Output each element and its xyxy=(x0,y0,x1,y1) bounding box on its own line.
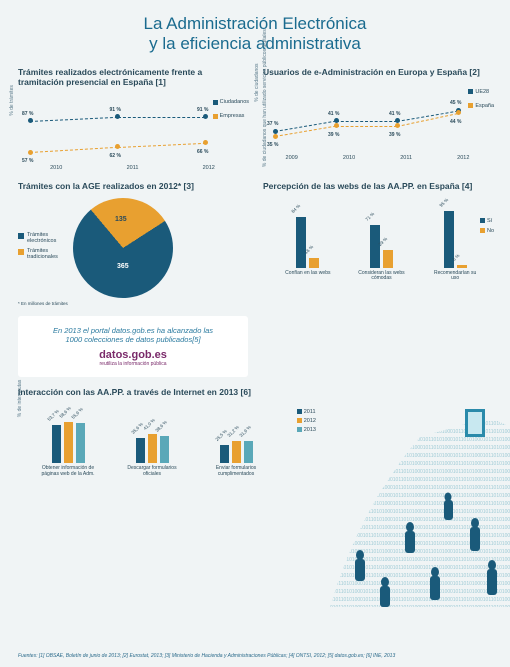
promo-logo: datos.gob.es xyxy=(32,349,234,361)
perception-legend: Sí No xyxy=(480,218,494,234)
chart1-ylabel: % de trámites xyxy=(9,86,15,117)
perception-title: Percepción de las webs de las AA.PP. en … xyxy=(263,181,492,191)
legend-swatch xyxy=(480,218,485,223)
interaction-ylabel: % de internautas xyxy=(17,380,23,418)
title-line-1: La Administración Electrónica xyxy=(143,14,366,33)
title-line-2: y la eficiencia administrativa xyxy=(149,34,361,53)
chart-usuarios: Usuarios de e-Administración en Europa y… xyxy=(263,67,492,171)
perception-bars: % de ciudadanos que han utilizado servic… xyxy=(263,198,492,268)
chart1-xlabels: 2010 2011 2012 xyxy=(18,165,247,171)
legend-swatch xyxy=(480,228,485,233)
interaction-section: Interacción con las AA.PP. a través de I… xyxy=(18,387,278,477)
interaction-categories: Obtener información de páginas web de la… xyxy=(18,463,278,477)
legend-swatch xyxy=(18,233,24,239)
xlabel: 2012 xyxy=(203,165,215,171)
interaction-title: Interacción con las AA.PP. a través de I… xyxy=(18,387,278,397)
row-line-charts: Trámites realizados electrónicamente fre… xyxy=(18,67,492,171)
legend-swatch xyxy=(468,103,473,108)
xlabel: 2009 xyxy=(286,155,298,161)
legend-label: UE28 xyxy=(475,89,489,95)
chart2-xlabels: 2009 2010 2011 2012 xyxy=(263,155,492,161)
xlabel: 2012 xyxy=(457,155,469,161)
pie-section: Trámites con la AGE realizados en 2012* … xyxy=(18,181,247,305)
legend-label: España xyxy=(475,103,494,109)
legend-label: 2011 xyxy=(304,409,316,415)
pie-footnote: * En millones de trámites xyxy=(18,301,247,306)
pie-wrap: Trámites electrónicos Trámites tradicion… xyxy=(18,198,247,298)
legend-swatch xyxy=(213,114,218,119)
promo-line-2: 1000 colecciones de datos publicados[5] xyxy=(65,335,200,344)
pie-slice-label: 135 xyxy=(115,216,127,223)
xlabel: 2011 xyxy=(127,165,139,171)
chart1-title: Trámites realizados electrónicamente fre… xyxy=(18,67,247,87)
pie-title: Trámites con la AGE realizados en 2012* … xyxy=(18,181,247,191)
xlabel: 2010 xyxy=(50,165,62,171)
legend-label: Ciudadanos xyxy=(220,99,249,105)
legend-swatch xyxy=(297,418,302,423)
chart-tramites: Trámites realizados electrónicamente fre… xyxy=(18,67,247,171)
chart2-legend: UE28 España xyxy=(468,89,494,109)
legend-swatch xyxy=(297,409,302,414)
xlabel: 2011 xyxy=(400,155,412,161)
perception-section: Percepción de las webs de las AA.PP. en … xyxy=(263,181,492,305)
legend-swatch xyxy=(297,427,302,432)
xlabel: 2010 xyxy=(343,155,355,161)
pie-chart: 135 365 xyxy=(73,198,173,298)
legend-label: 2012 xyxy=(304,418,316,424)
legend-swatch xyxy=(468,89,473,94)
legend-label: 2013 xyxy=(304,427,316,433)
promo-text: En 2013 el portal datos.gob.es ha alcanz… xyxy=(32,326,234,346)
chart2-plot: % de ciudadanos UE28 España 37 %41 %41 %… xyxy=(263,83,492,153)
promo-box: En 2013 el portal datos.gob.es ha alcanz… xyxy=(18,316,248,378)
chart2-title: Usuarios de e-Administración en Europa y… xyxy=(263,67,492,77)
perception-ylabel: % de ciudadanos que han utilizado servic… xyxy=(262,29,268,167)
pie-legend: Trámites electrónicos Trámites tradicion… xyxy=(18,232,67,264)
legend-label: Empresas xyxy=(220,113,245,119)
chart1-legend: Ciudadanos Empresas xyxy=(213,99,249,119)
main-title: La Administración Electrónica y la efici… xyxy=(18,14,492,53)
promo-tagline: reutiliza la información pública xyxy=(32,361,234,367)
chart1-plot: % de trámites Ciudadanos Empresas 87 %91… xyxy=(18,93,247,163)
legend-swatch xyxy=(213,100,218,105)
interaction-legend: 2011 2012 2013 xyxy=(297,409,316,433)
promo-line-1: En 2013 el portal datos.gob.es ha alcanz… xyxy=(53,326,213,335)
chart2-ylabel: % de ciudadanos xyxy=(254,64,260,102)
sources-footnote: Fuentes: [1] OBSAE, Boletín de junio de … xyxy=(18,653,492,659)
legend-swatch xyxy=(18,249,24,255)
pie-slice-label: 365 xyxy=(117,263,129,270)
legend-label: Trámites electrónicos xyxy=(27,232,67,244)
interaction-bars: % de internautas 2011 2012 2013 53,7 %58… xyxy=(18,403,278,463)
legend-label: Sí xyxy=(487,218,492,224)
row-pie-perception: Trámites con la AGE realizados en 2012* … xyxy=(18,181,492,305)
legend-label: Trámites tradicionales xyxy=(27,248,67,260)
infographic-page: La Administración Electrónica y la efici… xyxy=(0,0,510,667)
legend-label: No xyxy=(487,228,494,234)
perception-categories: Confían en las websConsideran las webs c… xyxy=(263,268,492,282)
